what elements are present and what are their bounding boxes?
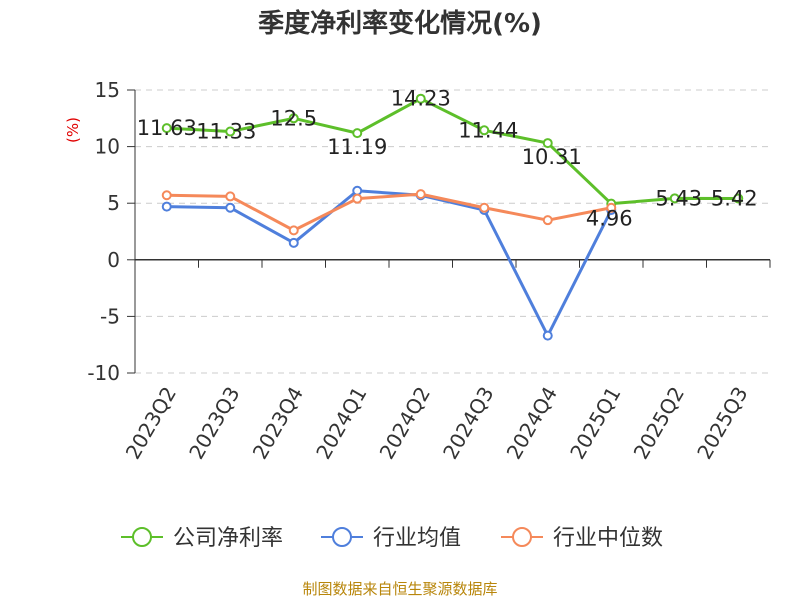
series-line-2 (166, 189, 613, 338)
series-layer (161, 93, 744, 341)
data-point (669, 193, 680, 204)
legend-marker-icon (132, 527, 152, 547)
data-label: 12.5 (270, 106, 317, 130)
data-point (352, 128, 363, 139)
series-line-3 (166, 192, 612, 232)
y-tick-label: 15 (95, 78, 120, 102)
data-point (479, 125, 490, 136)
data-point (415, 93, 426, 104)
x-tick-label: 2024Q4 (502, 383, 562, 464)
chart-title: 季度净利率变化情况(%) (258, 8, 542, 39)
data-point (606, 202, 617, 213)
data-label: 11.63 (137, 116, 197, 140)
data-point (352, 193, 363, 204)
data-label: 11.44 (458, 118, 518, 142)
data-label: 11.19 (327, 135, 387, 159)
data-point (733, 193, 744, 204)
data-label: 11.33 (196, 120, 256, 144)
x-tick-label: 2024Q2 (375, 383, 435, 464)
x-tick-label: 2023Q2 (121, 383, 181, 464)
x-tick-label: 2024Q3 (438, 383, 498, 464)
data-point (225, 191, 236, 202)
data-point (542, 215, 553, 226)
y-tick-label: -5 (100, 304, 120, 328)
legend-item-3: 行业中位数 (501, 526, 663, 551)
x-tick-label: 2025Q1 (565, 383, 625, 464)
data-point (479, 202, 490, 213)
data-label: 5.42 (711, 186, 758, 210)
data-point (288, 113, 299, 124)
data-point (161, 201, 172, 212)
data-label: 10.31 (522, 145, 582, 169)
legend-label: 行业中位数 (553, 526, 663, 551)
legend-marker-icon (512, 527, 532, 547)
series-line-1 (166, 97, 739, 206)
legend-item-2: 行业均值 (321, 526, 461, 551)
data-label: 5.43 (655, 186, 702, 210)
y-tick-label: 10 (95, 135, 120, 159)
x-tick-label: 2025Q2 (629, 383, 689, 464)
x-tick-label: 2023Q3 (184, 383, 244, 464)
legend-marker-icon (332, 527, 352, 547)
data-label: 14.23 (391, 87, 451, 111)
data-point (542, 138, 553, 149)
x-tick-label: 2024Q1 (311, 383, 371, 464)
data-point (225, 126, 236, 137)
gridlines (135, 89, 770, 374)
data-point (161, 190, 172, 201)
source-note: 制图数据来自恒生聚源数据库 (302, 580, 497, 598)
data-label: 4.96 (586, 207, 633, 231)
data-point (288, 237, 299, 248)
y-axis-label: (%) (64, 117, 82, 143)
y-tick-label: -10 (87, 361, 120, 385)
x-tick-label: 2023Q4 (248, 383, 308, 464)
data-point (415, 189, 426, 200)
data-point (161, 123, 172, 134)
data-point (225, 202, 236, 213)
data-point (352, 185, 363, 196)
x-tick-label: 2025Q3 (692, 383, 752, 464)
legend-label: 行业均值 (373, 526, 461, 551)
y-tick-label: 5 (107, 191, 120, 215)
legend-item-1: 公司净利率 (121, 526, 283, 551)
legend-label: 公司净利率 (173, 526, 283, 551)
y-tick-label: 0 (107, 248, 120, 272)
data-point (542, 330, 553, 341)
legend: 公司净利率 行业均值 行业中位数 (121, 526, 663, 551)
data-point (288, 225, 299, 236)
